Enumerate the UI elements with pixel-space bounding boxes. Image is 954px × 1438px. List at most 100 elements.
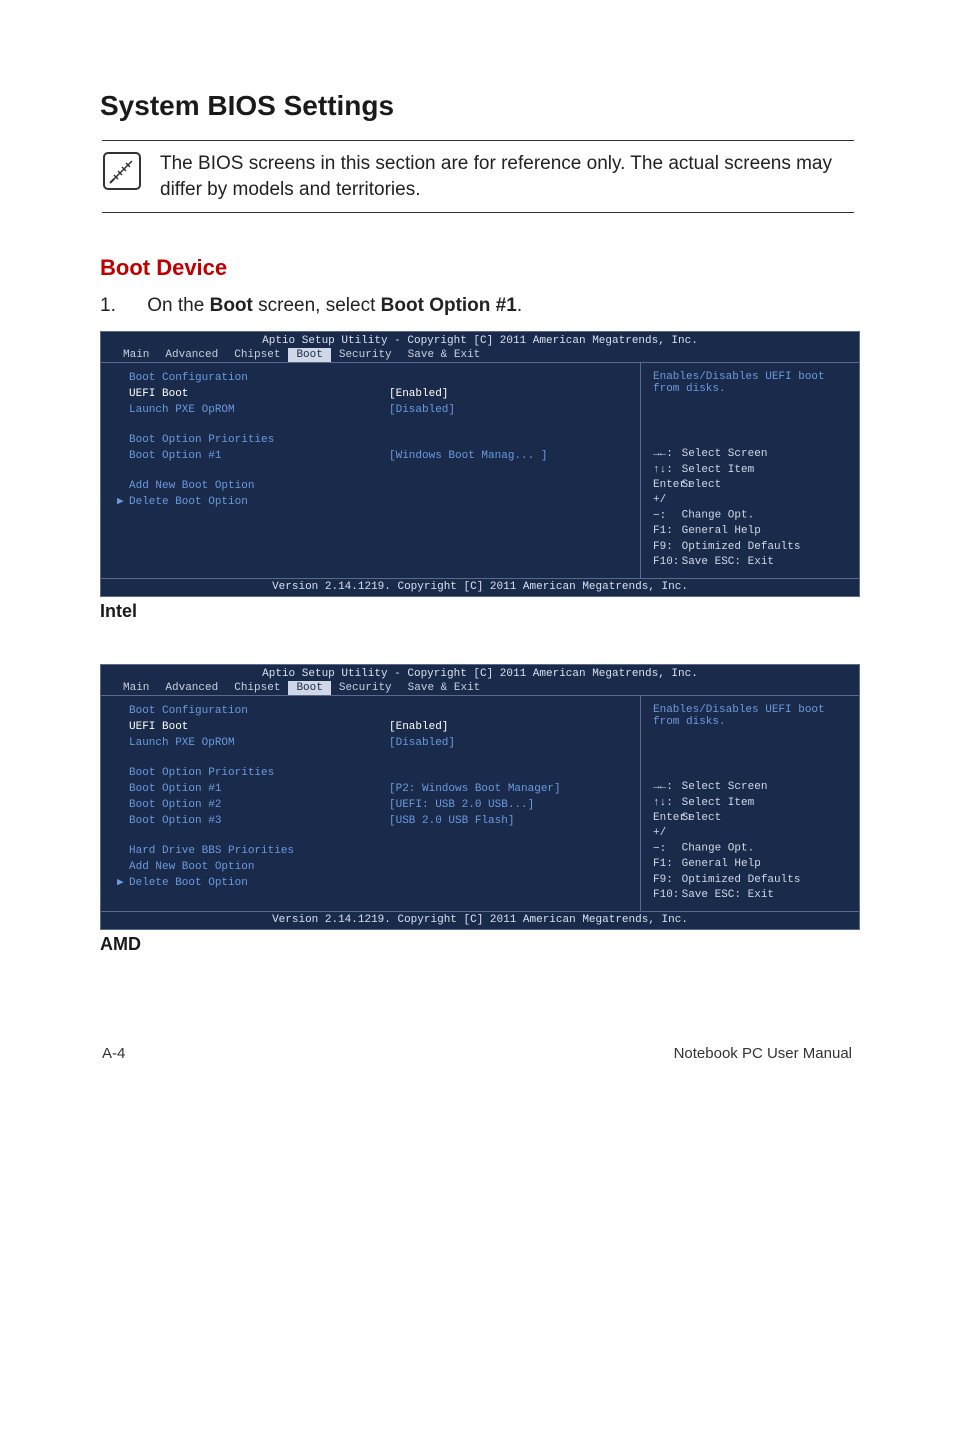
- bios-tab-save-exit[interactable]: Save & Exit: [400, 348, 489, 362]
- bios-tab-save-exit[interactable]: Save & Exit: [400, 681, 489, 695]
- key-shortcut: F9:: [653, 873, 675, 888]
- bios-footer: Version 2.14.1219. Copyright [C] 2011 Am…: [101, 911, 859, 929]
- page-number: A-4: [102, 1045, 125, 1062]
- intel-caption: Intel: [100, 601, 854, 622]
- bios-row-value: [UEFI: USB 2.0 USB...]: [389, 798, 534, 814]
- bios-body: Boot ConfigurationUEFI Boot[Enabled]Laun…: [101, 695, 859, 911]
- key-description: Change Opt.: [675, 510, 754, 522]
- bios-row-label: Boot Option #2: [129, 798, 389, 814]
- bios-row-value: [USB 2.0 USB Flash]: [389, 814, 514, 830]
- bios-row[interactable]: Launch PXE OpROM[Disabled]: [129, 403, 624, 419]
- key-description: Select Item: [675, 464, 754, 476]
- bios-tab-main[interactable]: Main: [115, 681, 157, 695]
- bios-row-value: [P2: Windows Boot Manager]: [389, 782, 561, 798]
- bios-key-line: F1: General Help: [653, 857, 847, 872]
- bios-row[interactable]: ▶Delete Boot Option: [129, 876, 624, 892]
- bios-help-text: Enables/Disables UEFI boot from disks.: [653, 371, 847, 419]
- step-1: 1. On the Boot screen, select Boot Optio…: [100, 295, 854, 317]
- bios-row[interactable]: Add New Boot Option: [129, 860, 624, 876]
- key-shortcut: F10:: [653, 555, 675, 570]
- note-text: The BIOS screens in this section are for…: [160, 151, 854, 202]
- note-block: The BIOS screens in this section are for…: [102, 140, 854, 213]
- key-description: Select: [675, 812, 721, 824]
- note-icon: [102, 151, 142, 191]
- bios-row-value: [Enabled]: [389, 720, 448, 736]
- key-shortcut: Enter:: [653, 811, 675, 826]
- key-description: General Help: [675, 525, 761, 537]
- bios-tabs: MainAdvancedChipsetBootSecuritySave & Ex…: [101, 681, 859, 695]
- key-description: General Help: [675, 858, 761, 870]
- bios-row-label: Add New Boot Option: [129, 479, 389, 495]
- bios-title: Aptio Setup Utility - Copyright [C] 2011…: [101, 665, 859, 681]
- step-bold-option: Boot Option #1: [381, 295, 517, 316]
- bios-row[interactable]: Boot Option #1[P2: Windows Boot Manager]: [129, 782, 624, 798]
- bios-key-line: ↑↓: Select Item: [653, 463, 847, 478]
- bios-row[interactable]: Boot Option #2[UEFI: USB 2.0 USB...]: [129, 798, 624, 814]
- bios-key-line: F9: Optimized Defaults: [653, 873, 847, 888]
- bios-key-line: F1: General Help: [653, 524, 847, 539]
- bios-tab-boot[interactable]: Boot: [288, 348, 330, 362]
- manual-title: Notebook PC User Manual: [674, 1045, 852, 1062]
- key-shortcut: →←:: [653, 780, 675, 795]
- bios-key-line: Enter: Select: [653, 478, 847, 493]
- bios-row[interactable]: Boot Option #1[Windows Boot Manag... ]: [129, 449, 624, 465]
- triangle-icon: ▶: [117, 495, 129, 511]
- triangle-icon: ▶: [117, 876, 129, 892]
- bios-row[interactable]: Boot Option #3[USB 2.0 USB Flash]: [129, 814, 624, 830]
- bios-left-pane: Boot ConfigurationUEFI Boot[Enabled]Laun…: [101, 363, 641, 578]
- bios-row-label: Boot Option Priorities: [129, 433, 389, 449]
- bios-row-label: Boot Option #1: [129, 449, 389, 465]
- bios-row-label: ▶Delete Boot Option: [129, 495, 389, 511]
- bios-tab-chipset[interactable]: Chipset: [226, 681, 288, 695]
- step-text-prefix: On the: [147, 295, 209, 316]
- bios-row: Boot Configuration: [129, 704, 624, 720]
- bios-row-value: [Enabled]: [389, 387, 448, 403]
- bios-row-label: Boot Configuration: [129, 704, 389, 720]
- bios-tab-security[interactable]: Security: [331, 681, 400, 695]
- bios-row[interactable]: UEFI Boot[Enabled]: [129, 387, 624, 403]
- bios-row[interactable]: Add New Boot Option: [129, 479, 624, 495]
- bios-tab-chipset[interactable]: Chipset: [226, 348, 288, 362]
- spacer: [129, 830, 624, 844]
- bios-tab-main[interactable]: Main: [115, 348, 157, 362]
- key-description: Select Screen: [675, 781, 767, 793]
- bios-key-line: +/−: Change Opt.: [653, 493, 847, 524]
- bios-tab-security[interactable]: Security: [331, 348, 400, 362]
- bios-tab-boot[interactable]: Boot: [288, 681, 330, 695]
- bios-panel-intel: Aptio Setup Utility - Copyright [C] 2011…: [100, 331, 860, 597]
- bios-row-value: [Disabled]: [389, 403, 455, 419]
- bios-row-label: Add New Boot Option: [129, 860, 389, 876]
- bios-help-text: Enables/Disables UEFI boot from disks.: [653, 704, 847, 752]
- bios-row[interactable]: UEFI Boot[Enabled]: [129, 720, 624, 736]
- page-footer: A-4 Notebook PC User Manual: [100, 1045, 854, 1062]
- bios-key-help: →←: Select Screen↑↓: Select ItemEnter: S…: [653, 447, 847, 570]
- key-description: Save ESC: Exit: [675, 556, 774, 568]
- bios-tab-advanced[interactable]: Advanced: [157, 681, 226, 695]
- bios-right-pane: Enables/Disables UEFI boot from disks. →…: [641, 696, 859, 911]
- bios-row-label: Hard Drive BBS Priorities: [129, 844, 389, 860]
- key-shortcut: ↑↓:: [653, 463, 675, 478]
- bios-row-label: Boot Option Priorities: [129, 766, 389, 782]
- step-text-suffix: .: [517, 295, 522, 316]
- key-description: Optimized Defaults: [675, 541, 800, 553]
- bios-tab-advanced[interactable]: Advanced: [157, 348, 226, 362]
- bios-left-pane: Boot ConfigurationUEFI Boot[Enabled]Laun…: [101, 696, 641, 911]
- key-shortcut: →←:: [653, 447, 675, 462]
- bios-row[interactable]: ▶Delete Boot Option: [129, 495, 624, 511]
- bios-row-value: [Disabled]: [389, 736, 455, 752]
- key-description: Optimized Defaults: [675, 874, 800, 886]
- bios-row[interactable]: Launch PXE OpROM[Disabled]: [129, 736, 624, 752]
- key-shortcut: F9:: [653, 540, 675, 555]
- key-shortcut: F10:: [653, 888, 675, 903]
- step-text-mid: screen, select: [253, 295, 381, 316]
- bios-row[interactable]: Hard Drive BBS Priorities: [129, 844, 624, 860]
- bios-key-line: →←: Select Screen: [653, 447, 847, 462]
- step-number: 1.: [100, 295, 142, 317]
- boot-device-heading: Boot Device: [100, 255, 854, 281]
- key-shortcut: F1:: [653, 857, 675, 872]
- bios-row-label: Boot Option #1: [129, 782, 389, 798]
- bios-row-label: UEFI Boot: [129, 720, 389, 736]
- bios-key-line: +/−: Change Opt.: [653, 826, 847, 857]
- bios-row-label: UEFI Boot: [129, 387, 389, 403]
- bios-row-label: Launch PXE OpROM: [129, 736, 389, 752]
